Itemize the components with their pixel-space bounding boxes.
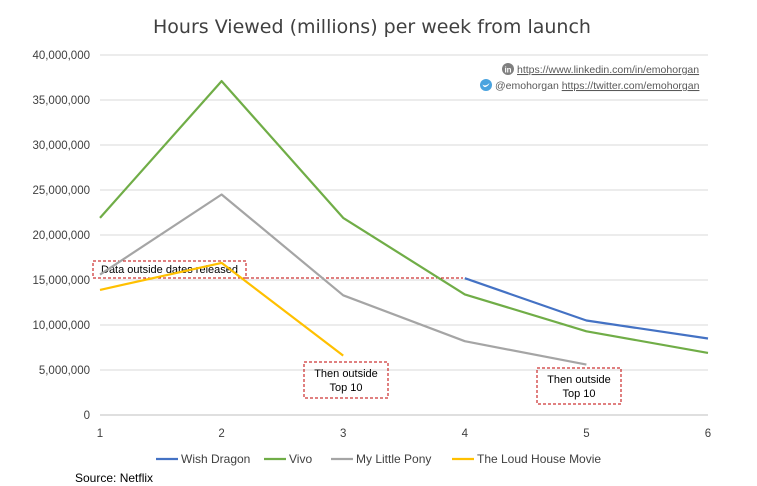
annotation-outside-top10-b-line1: Then outside [547,374,611,386]
y-tick-label: 0 [84,410,90,422]
twitter-handle: @emohorgan [495,80,559,92]
gridlines [100,54,708,416]
legend-label-the-loud-house-movie: The Loud House Movie [477,452,601,466]
y-tick-label: 20,000,000 [32,230,90,242]
twitter-link[interactable]: https://twitter.com/emohorgan [562,80,700,92]
series-line-vivo [99,79,709,354]
linkedin-icon [502,63,514,75]
legend: Wish Dragon Vivo My Little Pony The Loud Ho… [156,452,601,466]
series-lines [99,79,709,366]
linkedin-link[interactable]: https://www.linkedin.com/in/emohorgan [517,64,699,76]
y-tick-label: 35,000,000 [32,95,90,107]
x-tick-label: 1 [97,428,103,440]
y-axis: 0 5,000,000 10,000,000 15,000,000 20,000,000… [32,50,90,422]
x-tick-label: 2 [218,428,224,440]
series-line-the-loud-house-movie [99,261,344,357]
annotation-outside-top10-a-line1: Then outside [314,368,378,380]
series-line-my-little-pony [99,193,587,366]
x-tick-label: 6 [705,428,711,440]
twitter-credit: @emohorgan https://twitter.com/emohorgan [495,80,700,92]
legend-label-wish-dragon: Wish Dragon [181,452,250,466]
twitter-icon-bird [482,83,490,88]
annotation-outside-top10-b: Then outside Top 10 [536,367,622,405]
y-tick-label: 10,000,000 [32,320,90,332]
annotation-outside-top10-b-line2: Top 10 [562,388,595,400]
legend-label-vivo: Vivo [289,452,312,466]
x-tick-label: 4 [462,428,469,440]
x-tick-label: 3 [340,428,346,440]
annotation-data-outside-box [92,260,247,279]
source-note: Source: Netflix [75,471,153,485]
y-tick-label: 5,000,000 [39,365,90,377]
x-tick-label: 5 [583,428,589,440]
twitter-icon [480,79,492,91]
y-tick-label: 25,000,000 [32,185,90,197]
chart-title: Hours Viewed (millions) per week from la… [153,16,591,38]
y-tick-label: 15,000,000 [32,275,90,287]
annotation-outside-top10-a-line2: Top 10 [329,382,362,394]
linkedin-icon-glyph: in [504,66,511,75]
annotation-outside-top10-a: Then outside Top 10 [303,361,389,399]
annotation-outside-top10-a-box [303,361,389,399]
annotation-data-outside: Data outside dates released [92,260,463,279]
y-tick-label: 40,000,000 [32,50,90,62]
annotation-outside-top10-b-box [536,367,622,405]
series-line-wish-dragon [464,277,709,340]
legend-label-my-little-pony: My Little Pony [356,452,431,466]
x-axis: 1 2 3 4 5 6 [97,428,711,440]
credits: in https://www.linkedin.com/in/emohorgan… [480,63,700,92]
y-tick-label: 30,000,000 [32,140,90,152]
